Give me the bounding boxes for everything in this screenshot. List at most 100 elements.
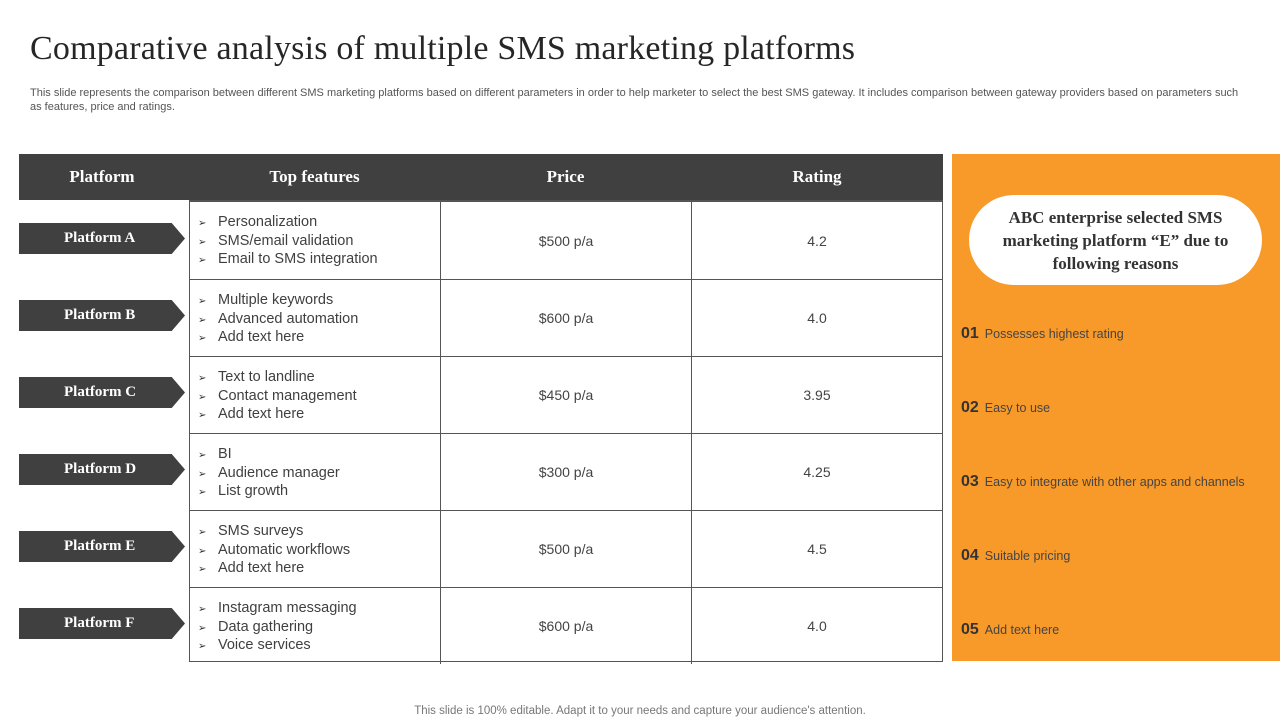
reason-text: Easy to integrate with other apps and ch… — [984, 475, 1245, 489]
feature-item: ➢ Multiple keywords — [198, 292, 440, 311]
feature-text: Contact management — [218, 387, 357, 404]
reasons-panel: ABC enterprise selected SMS marketing pl… — [952, 154, 1280, 661]
features-cell: ➢ Text to landline ➢ Contact management ➢ Add… — [190, 357, 441, 433]
rating-cell: 4.25 — [803, 464, 831, 480]
table-row: ➢ SMS surveys ➢ Automatic workflows ➢ Add tex… — [190, 510, 942, 587]
bullet-arrow-icon: ➢ — [198, 545, 207, 557]
reason-text: Easy to use — [984, 401, 1051, 415]
reason-item: 01 Possesses highest rating — [961, 325, 1124, 343]
feature-item: ➢ Instagram messaging — [198, 600, 440, 619]
price-cell: $600 p/a — [441, 280, 692, 356]
reason-text: Add text here — [984, 623, 1060, 637]
feature-text: SMS/email validation — [218, 232, 354, 249]
table-row: ➢ Instagram messaging ➢ Data gathering ➢ Voic… — [190, 587, 942, 664]
bullet-arrow-icon: ➢ — [198, 487, 207, 498]
price-cell: $450 p/a — [441, 357, 692, 433]
table-row: ➢ Personalization ➢ SMS/email validation ➢ Em… — [190, 202, 942, 279]
features-cell: ➢ Personalization ➢ SMS/email validation ➢ Em… — [190, 202, 441, 279]
rating-cell: 4.2 — [807, 232, 827, 249]
features-cell: ➢ Multiple keywords ➢ Advanced automation ➢ A… — [190, 280, 441, 356]
reason-number: 02 — [961, 399, 979, 416]
feature-text: Multiple keywords — [218, 292, 334, 308]
platform-label: Platform B — [19, 300, 185, 331]
platform-label: Platform A — [19, 223, 185, 254]
feature-text: List growth — [218, 483, 289, 499]
feature-text: Voice services — [218, 637, 311, 653]
header-platform: Platform — [69, 167, 135, 186]
reason-number: 04 — [961, 547, 979, 564]
bullet-arrow-icon: ➢ — [198, 391, 207, 403]
feature-item: ➢ Personalization — [198, 214, 440, 233]
feature-item: ➢ Advanced automation — [198, 311, 440, 330]
feature-item: ➢ Email to SMS integration — [198, 251, 440, 270]
bullet-arrow-icon: ➢ — [198, 410, 207, 421]
reason-item: 05 Add text here — [961, 621, 1059, 639]
feature-text: Text to landline — [218, 369, 315, 385]
feature-item: ➢ SMS/email validation — [198, 233, 440, 252]
feature-text: Instagram messaging — [218, 600, 357, 616]
feature-text: Email to SMS integration — [218, 251, 378, 267]
rating-cell: 4.0 — [807, 618, 827, 634]
feature-item: ➢ Add text here — [198, 560, 440, 579]
feature-text: Personalization — [218, 214, 318, 230]
feature-text: Add text here — [218, 406, 305, 422]
feature-text: BI — [218, 446, 232, 462]
platform-label: Platform E — [19, 531, 185, 562]
bullet-arrow-icon: ➢ — [198, 218, 207, 229]
feature-text: Add text here — [218, 329, 305, 345]
feature-item: ➢ SMS surveys — [198, 523, 440, 542]
page-title: Comparative analysis of multiple SMS mar… — [30, 30, 856, 67]
header-rating: Rating — [792, 167, 842, 186]
page-subtitle: This slide represents the comparison bet… — [30, 87, 1239, 113]
rating-cell: 3.95 — [803, 387, 831, 403]
comparison-table: ➢ Personalization ➢ SMS/email validation ➢ Em… — [189, 200, 943, 664]
table-row: ➢ Multiple keywords ➢ Advanced automation ➢ A… — [190, 279, 942, 356]
feature-text: Advanced automation — [218, 310, 359, 327]
feature-item: ➢ Add text here — [198, 329, 440, 348]
table-header: Platform Top features Price Rating — [19, 154, 943, 200]
price-cell: $300 p/a — [441, 434, 692, 510]
bullet-arrow-icon: ➢ — [198, 450, 207, 461]
header-price: Price — [546, 167, 585, 186]
bullet-arrow-icon: ➢ — [198, 255, 207, 266]
price-cell: $500 p/a — [441, 511, 692, 587]
feature-text: Automatic workflows — [218, 541, 351, 558]
feature-item: ➢ Voice services — [198, 637, 440, 656]
feature-item: ➢ List growth — [198, 483, 440, 502]
bullet-arrow-icon: ➢ — [198, 296, 207, 307]
bullet-arrow-icon: ➢ — [198, 314, 207, 326]
feature-text: Add text here — [218, 560, 305, 576]
feature-text: Data gathering — [218, 618, 314, 635]
bullet-arrow-icon: ➢ — [198, 641, 207, 652]
rating-cell: 4.0 — [807, 310, 827, 326]
feature-item: ➢ Data gathering — [198, 619, 440, 638]
feature-item: ➢ Add text here — [198, 406, 440, 425]
reason-text: Suitable pricing — [984, 549, 1071, 563]
platform-label: Platform D — [19, 454, 185, 485]
reason-number: 03 — [961, 473, 979, 490]
bullet-arrow-icon: ➢ — [198, 604, 207, 615]
feature-item: ➢ Contact management — [198, 388, 440, 407]
reason-number: 05 — [961, 621, 979, 638]
feature-text: Audience manager — [218, 464, 340, 481]
platform-label: Platform C — [19, 377, 185, 408]
reason-item: 02 Easy to use — [961, 399, 1050, 417]
bullet-arrow-icon: ➢ — [198, 373, 207, 384]
price-cell: $500 p/a — [441, 202, 692, 279]
features-cell: ➢ SMS surveys ➢ Automatic workflows ➢ Add tex… — [190, 511, 441, 587]
reason-number: 01 — [961, 325, 979, 342]
rating-cell: 4.5 — [807, 541, 827, 557]
table-row: ➢ BI ➢ Audience manager ➢ List growth $300 p/a… — [190, 433, 942, 510]
price-cell: $600 p/a — [441, 588, 692, 664]
bullet-arrow-icon: ➢ — [198, 468, 207, 480]
bullet-arrow-icon: ➢ — [198, 622, 207, 634]
bullet-arrow-icon: ➢ — [198, 333, 207, 344]
reason-text: Possesses highest rating — [984, 327, 1124, 341]
bullet-arrow-icon: ➢ — [198, 236, 207, 248]
reason-item: 03 Easy to integrate with other apps and … — [961, 473, 1245, 491]
table-row: ➢ Text to landline ➢ Contact management ➢ Add… — [190, 356, 942, 433]
header-top-features: Top features — [269, 167, 360, 186]
platform-label: Platform F — [19, 608, 185, 639]
bullet-arrow-icon: ➢ — [198, 564, 207, 575]
reasons-heading: ABC enterprise selected SMS marketing pl… — [969, 195, 1262, 285]
